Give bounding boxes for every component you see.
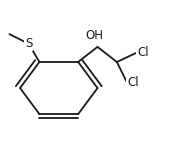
Text: OH: OH [86, 29, 104, 42]
Text: S: S [25, 37, 32, 50]
Text: Cl: Cl [137, 46, 149, 59]
Text: Cl: Cl [127, 76, 139, 89]
